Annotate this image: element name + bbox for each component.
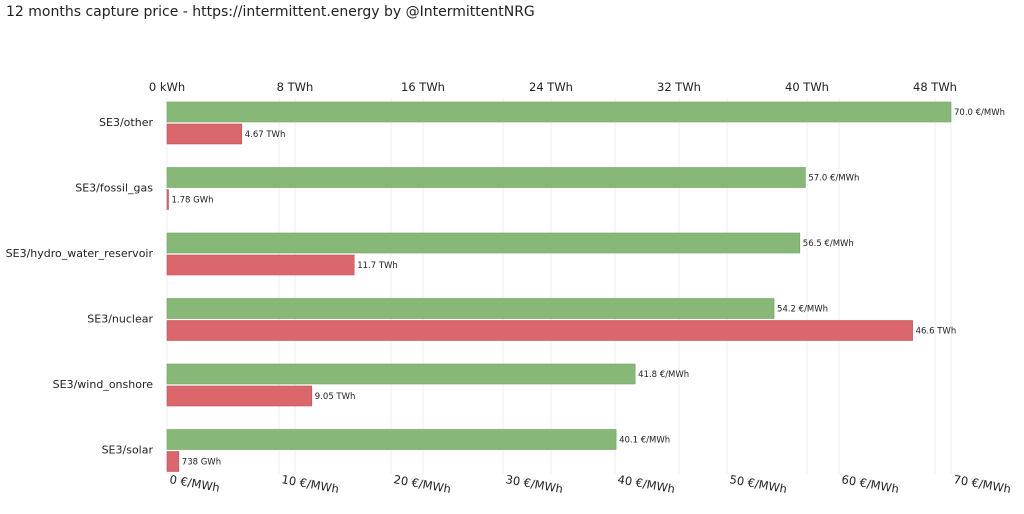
category-axis: SE3/other SE3/fossil_gas SE3/hydro_water_r… [6, 116, 154, 457]
energy-data-label: 11.7 TWh [357, 261, 398, 271]
energy-data-label: 1.78 GWh [172, 196, 214, 206]
top-tick-label: 0 kWh [149, 80, 185, 94]
price-bar[interactable] [166, 363, 636, 385]
category-label: SE3/other [99, 116, 153, 129]
price-bar[interactable] [166, 167, 806, 188]
bottom-tick-label: 70 €/MWh [952, 472, 1012, 496]
price-bar[interactable] [166, 429, 617, 450]
top-tick-label: 40 TWh [785, 80, 829, 94]
price-bar[interactable] [166, 232, 801, 254]
bottom-tick-label: 50 €/MWh [728, 472, 788, 496]
energy-data-label: 738 GWh [182, 458, 221, 468]
energy-bar[interactable] [166, 254, 355, 276]
top-tick-label: 32 TWh [657, 80, 701, 94]
bottom-axis: 0 €/MWh 10 €/MWh 20 €/MWh 30 €/MWh 40 €/MWh 5… [168, 472, 1012, 496]
price-data-label: 41.8 €/MWh [638, 370, 689, 380]
price-data-label: 56.5 €/MWh [803, 239, 854, 249]
bottom-tick-label: 60 €/MWh [840, 472, 900, 496]
grid-layer [166, 98, 952, 475]
energy-data-label: 46.6 TWh [916, 327, 957, 337]
bottom-tick-label: 10 €/MWh [280, 472, 340, 496]
price-data-label: 54.2 €/MWh [777, 305, 828, 315]
bars-layer: 70.0 €/MWh 4.67 TWh 57.0 €/MWh 1.78 GWh 56.5… [166, 101, 1005, 472]
top-tick-label: 16 TWh [401, 80, 445, 94]
category-label: SE3/wind_onshore [53, 378, 154, 391]
category-label: SE3/fossil_gas [75, 182, 153, 195]
category-label: SE3/hydro_water_reservoir [6, 247, 154, 260]
bottom-tick-label: 0 €/MWh [168, 472, 220, 495]
price-bar[interactable] [166, 101, 952, 123]
category-label: SE3/nuclear [87, 313, 153, 326]
energy-bar[interactable] [166, 189, 169, 210]
top-axis: 0 kWh 8 TWh 16 TWh 24 TWh 32 TWh 40 TWh 48 TWh [149, 80, 957, 94]
bottom-tick-label: 40 €/MWh [616, 472, 676, 496]
energy-data-label: 9.05 TWh [315, 392, 356, 402]
energy-bar[interactable] [166, 320, 913, 341]
top-tick-label: 24 TWh [529, 80, 573, 94]
energy-bar[interactable] [166, 123, 243, 145]
price-data-label: 40.1 €/MWh [619, 436, 670, 446]
top-tick-label: 48 TWh [913, 80, 957, 94]
bottom-tick-label: 20 €/MWh [392, 472, 452, 496]
price-data-label: 70.0 €/MWh [954, 108, 1005, 118]
energy-data-label: 4.67 TWh [245, 130, 286, 140]
price-bar[interactable] [166, 298, 775, 319]
energy-bar[interactable] [166, 385, 313, 407]
bottom-tick-label: 30 €/MWh [504, 472, 564, 496]
top-tick-label: 8 TWh [277, 80, 314, 94]
chart-title: 12 months capture price - https://interm… [6, 4, 535, 20]
price-data-label: 57.0 €/MWh [808, 174, 859, 184]
category-label: SE3/solar [102, 444, 154, 457]
energy-bar[interactable] [166, 451, 180, 472]
